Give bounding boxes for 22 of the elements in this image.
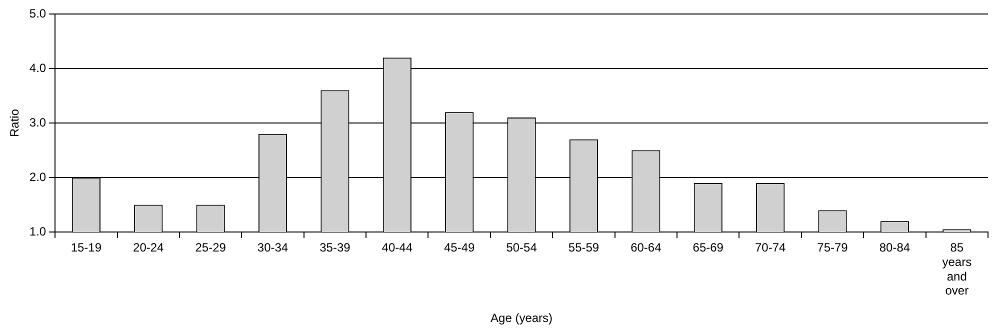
x-tick-label: 30-34 [257, 240, 288, 255]
y-tick-label: 1.0 [29, 224, 46, 238]
x-tick-label: 15-19 [70, 240, 102, 255]
x-tick-label: 70-74 [754, 240, 786, 255]
x-tick-label: 65-69 [692, 240, 724, 255]
x-tick-label: 55-59 [568, 240, 600, 255]
y-axis-title: Ratio [8, 108, 22, 138]
x-tick-label: 25-29 [195, 240, 226, 255]
x-tick-label: 75-79 [817, 240, 848, 255]
y-tick-label: 4.0 [29, 60, 46, 75]
x-tick-label: 35-39 [320, 240, 351, 255]
y-tick-label: 2.0 [29, 170, 46, 184]
x-tick-label: 60-64 [630, 240, 662, 255]
y-tick-label: 3.0 [29, 115, 46, 130]
x-tick-label: 20-24 [133, 240, 164, 255]
x-tick-label: 85 years and over [942, 240, 972, 298]
x-tick-label: 40-44 [382, 240, 413, 255]
y-tick-label: 5.0 [29, 6, 46, 20]
x-tick-label: 80-84 [879, 240, 910, 255]
x-tick-label: 45-49 [444, 240, 476, 255]
x-axis-title: Age (years) [490, 311, 553, 326]
x-tick-label: 50-54 [506, 240, 538, 255]
